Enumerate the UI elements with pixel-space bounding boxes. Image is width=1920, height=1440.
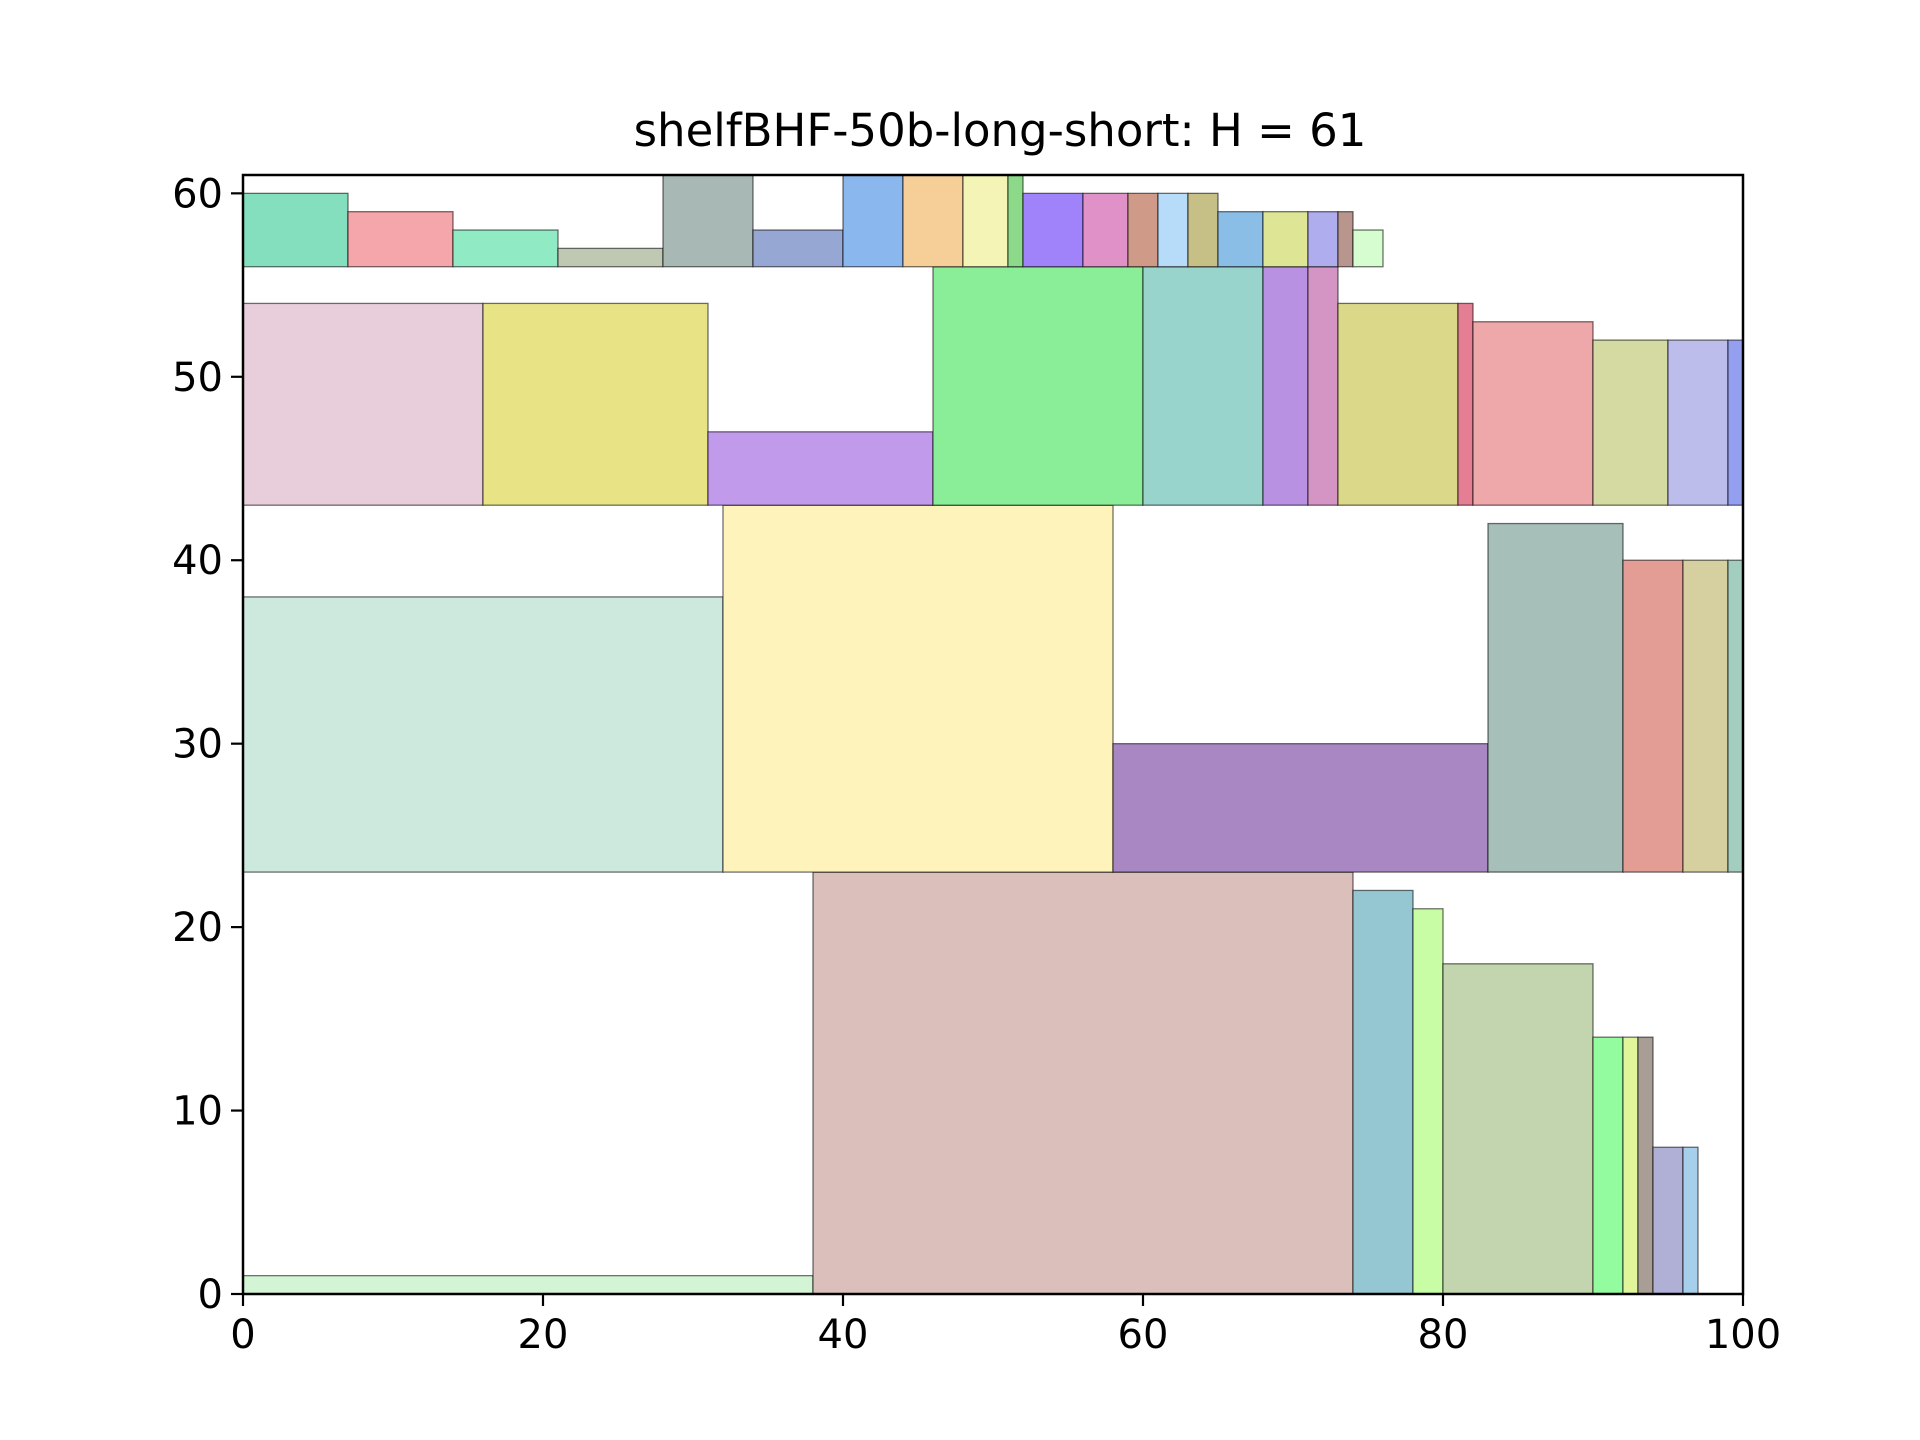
packed-rectangle-45 (1217, 211, 1264, 268)
y-tick-label: 20 (172, 905, 223, 951)
packed-rectangle-23 (1307, 266, 1339, 506)
packed-rectangle-30 (242, 192, 349, 268)
packed-rectangle-6 (1622, 1036, 1639, 1295)
packed-rectangle-14 (1622, 559, 1684, 873)
packed-rectangle-4 (1442, 963, 1594, 1295)
packed-rectangle-40 (1022, 192, 1084, 268)
packed-rectangle-25 (1457, 302, 1474, 506)
packed-rectangle-2 (1352, 889, 1414, 1295)
packed-rectangle-22 (1262, 266, 1309, 506)
packed-rectangle-31 (347, 211, 454, 268)
packed-rectangle-36 (842, 174, 904, 268)
y-tick-label: 30 (172, 722, 223, 768)
y-tick-label: 40 (172, 538, 223, 584)
packed-rectangle-43 (1157, 192, 1189, 268)
packed-rectangle-17 (242, 302, 484, 506)
packed-rectangle-37 (902, 174, 964, 268)
packed-rectangle-7 (1637, 1036, 1654, 1295)
chart-title: shelfBHF-50b-long-short: H = 61 (634, 104, 1367, 157)
packed-rectangle-16 (1727, 559, 1744, 873)
packed-rectangle-11 (722, 504, 1114, 873)
x-tick-label: 0 (230, 1312, 255, 1358)
packed-rectangle-0 (242, 1275, 814, 1295)
packed-rectangle-19 (707, 431, 934, 506)
packed-rectangle-33 (557, 247, 664, 268)
packed-rectangle-46 (1262, 211, 1309, 268)
x-tick-label: 20 (518, 1312, 569, 1358)
packed-rectangle-15 (1682, 559, 1729, 873)
packed-rectangle-10 (242, 596, 724, 873)
packed-rectangle-49 (1352, 229, 1384, 268)
x-tick-label: 60 (1118, 1312, 1169, 1358)
y-tick-label: 60 (172, 171, 223, 217)
packed-rectangle-3 (1412, 908, 1444, 1295)
packed-rectangle-12 (1112, 743, 1489, 873)
packed-rectangle-20 (932, 266, 1144, 506)
packed-rectangle-13 (1487, 522, 1624, 873)
packed-rectangle-26 (1472, 321, 1594, 506)
packed-rectangle-28 (1667, 339, 1729, 506)
packed-rectangle-18 (482, 302, 709, 506)
packed-rectangle-44 (1187, 192, 1219, 268)
packed-rectangle-35 (752, 229, 844, 268)
packed-rectangle-24 (1337, 302, 1459, 506)
x-tick-label: 80 (1418, 1312, 1469, 1358)
packed-rectangle-32 (452, 229, 559, 268)
packed-rectangle-39 (1007, 174, 1024, 268)
packed-rectangle-29 (1727, 339, 1744, 506)
packed-rectangle-9 (1682, 1146, 1699, 1295)
x-tick-label: 40 (818, 1312, 869, 1358)
packed-rectangle-5 (1592, 1036, 1624, 1295)
packed-rectangle-38 (962, 174, 1009, 268)
x-tick-label: 100 (1705, 1312, 1781, 1358)
packed-rectangle-27 (1592, 339, 1669, 506)
packed-rectangle-48 (1337, 211, 1354, 268)
packed-rectangle-8 (1652, 1146, 1684, 1295)
y-tick-label: 50 (172, 355, 223, 401)
y-tick-label: 0 (198, 1272, 223, 1318)
packed-rectangle-34 (662, 174, 754, 268)
packed-rectangle-41 (1082, 192, 1129, 268)
axes-frame (241, 173, 1745, 1296)
packed-rectangle-47 (1307, 211, 1339, 268)
y-tick-label: 10 (172, 1089, 223, 1135)
packed-rectangle-21 (1142, 266, 1264, 506)
axes-layer: 0 20 40 60 80 100 0 10 20 30 40 50 60 (172, 171, 1781, 1358)
rectangles-layer (242, 174, 1744, 1295)
packed-rectangle-1 (812, 871, 1354, 1295)
packed-rectangle-42 (1127, 192, 1159, 268)
